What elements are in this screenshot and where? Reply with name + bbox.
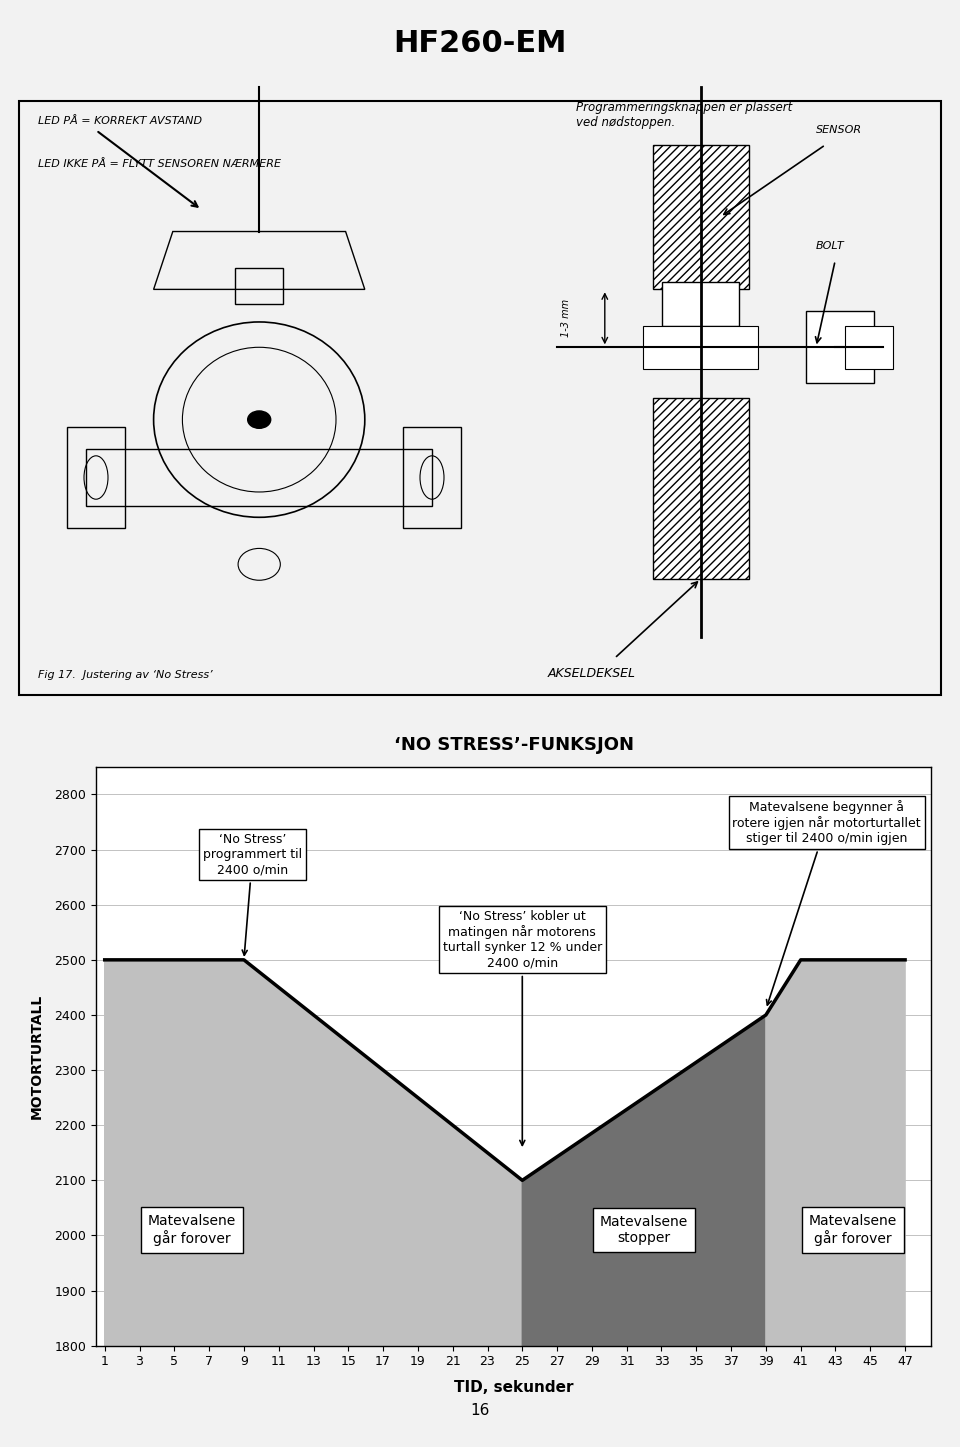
- Bar: [235, 268, 283, 304]
- Text: LED PÅ = KORREKT AVSTAND: LED PÅ = KORREKT AVSTAND: [38, 116, 203, 126]
- Bar: [845, 326, 893, 369]
- Bar: [653, 145, 749, 289]
- Text: 1-3 mm: 1-3 mm: [562, 300, 571, 337]
- Text: ‘No Stress’ kobler ut
matingen når motorens
turtall synker 12 % under
2400 o/min: ‘No Stress’ kobler ut matingen når motor…: [443, 910, 602, 1146]
- Text: 16: 16: [470, 1404, 490, 1418]
- Text: BOLT: BOLT: [816, 242, 845, 250]
- Text: Matevalsene begynner å
rotere igjen når motorturtallet
stiger til 2400 o/min igj: Matevalsene begynner å rotere igjen når …: [732, 800, 921, 1006]
- X-axis label: TID, sekunder: TID, sekunder: [454, 1379, 573, 1395]
- Bar: [86, 449, 432, 506]
- Text: AKSELDEKSEL: AKSELDEKSEL: [547, 667, 636, 680]
- Bar: [662, 282, 739, 326]
- Text: LED IKKE PÅ = FLYTT SENSOREN NÆRMERE: LED IKKE PÅ = FLYTT SENSOREN NÆRMERE: [38, 159, 281, 169]
- Bar: [653, 398, 749, 579]
- Text: SENSOR: SENSOR: [816, 126, 862, 135]
- Y-axis label: MOTORTURTALL: MOTORTURTALL: [30, 994, 43, 1119]
- Bar: [19, 101, 941, 695]
- Text: HF260-EM: HF260-EM: [394, 29, 566, 58]
- Polygon shape: [105, 959, 522, 1346]
- Polygon shape: [522, 1014, 766, 1346]
- Text: Matevalsene
går forover: Matevalsene går forover: [808, 1214, 897, 1246]
- Text: ‘No Stress’
programmert til
2400 o/min: ‘No Stress’ programmert til 2400 o/min: [203, 833, 302, 955]
- Text: Programmeringsknappen er plassert
ved nødstoppen.: Programmeringsknappen er plassert ved nø…: [576, 101, 792, 129]
- Polygon shape: [766, 959, 905, 1346]
- Title: ‘NO STRESS’-FUNKSJON: ‘NO STRESS’-FUNKSJON: [394, 737, 634, 754]
- Bar: [67, 427, 125, 528]
- Text: Matevalsene
stopper: Matevalsene stopper: [600, 1215, 688, 1244]
- Text: Matevalsene
går forover: Matevalsene går forover: [148, 1214, 236, 1246]
- Bar: [806, 311, 874, 383]
- Text: Fig 17.  Justering av ‘No Stress’: Fig 17. Justering av ‘No Stress’: [38, 670, 213, 680]
- Circle shape: [248, 411, 271, 428]
- Bar: [643, 326, 758, 369]
- Bar: [403, 427, 461, 528]
